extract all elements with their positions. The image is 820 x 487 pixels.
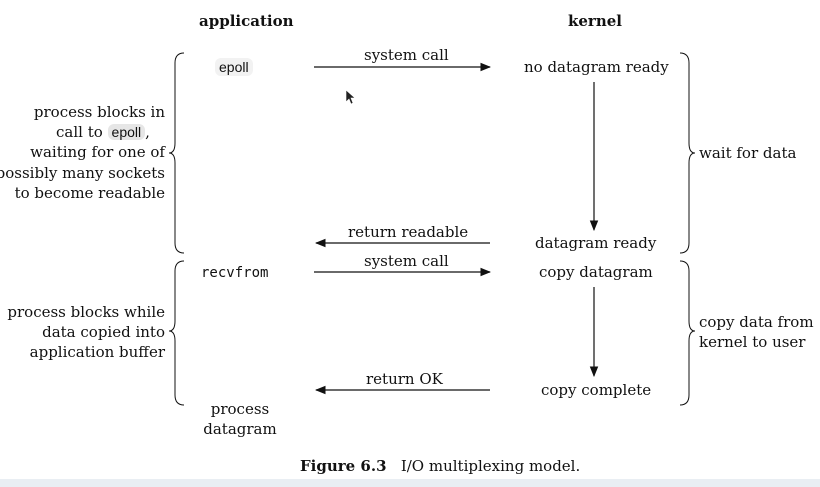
left-note-line: process blocks while (7, 303, 165, 321)
left-note-line: possibly many sockets (0, 164, 165, 182)
left-note-line: waiting for one of (30, 143, 165, 161)
kernel-copy-complete: copy complete (541, 381, 652, 399)
left-note-line: to become readable (14, 184, 165, 202)
left-note-comma: , (145, 123, 150, 141)
brace-left-copy (168, 260, 185, 406)
brace-right-wait (679, 52, 696, 254)
app-call-recvfrom: recvfrom (201, 265, 269, 281)
caption-text: I/O multiplexing model. (400, 457, 581, 475)
app-end-line: datagram (203, 420, 277, 438)
figure-caption: Figure 6.3 I/O multiplexing model. (300, 457, 580, 475)
header-kernel: kernel (568, 12, 622, 30)
brace-right-copy (679, 260, 696, 406)
left-note-line: call to epoll, (56, 123, 150, 141)
label-system-call-1: system call (364, 46, 449, 64)
label-return-readable: return readable (348, 223, 469, 241)
left-note-epoll: epoll (107, 124, 146, 140)
left-note-line: data copied into (42, 323, 165, 341)
mouse-cursor-icon (345, 89, 356, 105)
app-end-line: process (210, 400, 270, 418)
label-system-call-2: system call (364, 252, 449, 270)
left-note-text: call to (56, 123, 103, 141)
right-note-wait: wait for data (699, 144, 797, 162)
header-application: application (199, 12, 294, 30)
bottom-strip (0, 479, 820, 487)
kernel-copy-datagram: copy datagram (539, 263, 653, 281)
label-return-ok: return OK (366, 370, 443, 388)
left-note-line: process blocks in (33, 103, 165, 121)
caption-label: Figure 6.3 (300, 457, 387, 475)
kernel-datagram-ready: datagram ready (535, 234, 657, 252)
right-note-copy-line: kernel to user (699, 333, 806, 351)
kernel-no-datagram-ready: no datagram ready (524, 58, 669, 76)
right-note-copy-line: copy data from (699, 313, 814, 331)
left-note-line: application buffer (29, 343, 165, 361)
brace-left-wait (168, 52, 185, 254)
app-call-epoll: epoll (215, 58, 253, 76)
